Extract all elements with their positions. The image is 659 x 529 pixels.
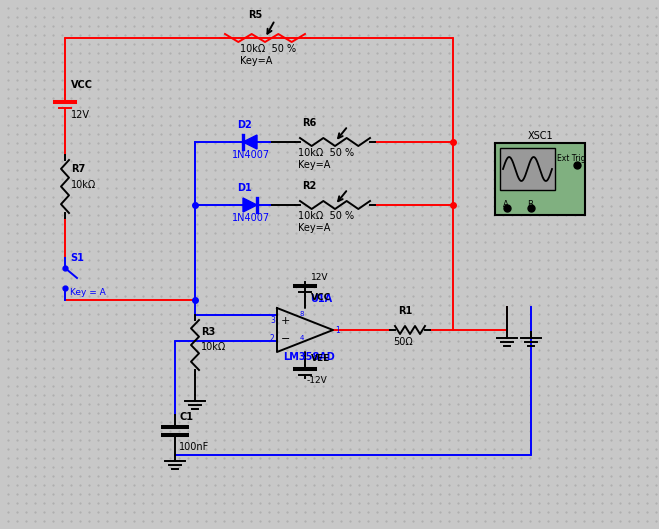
Text: R6: R6 [302,118,316,128]
Bar [500,148,555,190]
Text: 8: 8 [300,311,304,317]
Text: R7: R7 [71,164,85,174]
Text: 3: 3 [270,316,275,325]
Text: D1: D1 [237,183,252,193]
Text: A: A [503,200,509,209]
Text: Key=A: Key=A [298,223,330,233]
Text: VCC: VCC [71,80,93,90]
Text: 1N4007: 1N4007 [232,150,270,160]
Text: U1A: U1A [310,294,332,304]
Text: VEE: VEE [311,354,330,363]
Text: 10kΩ  50 %: 10kΩ 50 % [298,211,354,221]
Text: R2: R2 [302,181,316,191]
Text: 10kΩ  50 %: 10kΩ 50 % [240,44,296,54]
Text: 2: 2 [270,334,275,343]
Text: 1: 1 [335,326,340,335]
Text: 50Ω: 50Ω [393,337,413,347]
Text: 1N4007: 1N4007 [232,213,270,223]
Text: B: B [527,200,533,209]
Text: Key=A: Key=A [240,56,272,66]
Text: -12V: -12V [307,376,328,385]
Text: Key=A: Key=A [298,160,330,170]
Text: 12V: 12V [311,273,328,282]
Text: 4: 4 [300,335,304,341]
Text: 10kΩ: 10kΩ [201,342,226,352]
Text: C1: C1 [179,412,193,422]
Text: +: + [281,316,291,326]
Polygon shape [243,198,257,212]
Text: 12V: 12V [71,110,90,120]
Text: Ext Trig: Ext Trig [557,154,586,163]
Text: XSC1: XSC1 [528,131,554,141]
Text: LM358AD: LM358AD [283,352,335,362]
Polygon shape [243,135,257,149]
Text: Key = A: Key = A [70,288,105,297]
Text: R5: R5 [248,10,262,20]
Bar [495,143,585,215]
Text: 10kΩ: 10kΩ [71,180,96,190]
Text: R3: R3 [201,327,215,337]
Text: R1: R1 [398,306,413,316]
Text: D2: D2 [237,120,252,130]
Text: 10kΩ  50 %: 10kΩ 50 % [298,148,354,158]
Text: 100nF: 100nF [179,442,210,452]
Text: VCC: VCC [311,293,331,302]
Text: −: − [281,334,291,344]
Text: S1: S1 [70,253,84,263]
